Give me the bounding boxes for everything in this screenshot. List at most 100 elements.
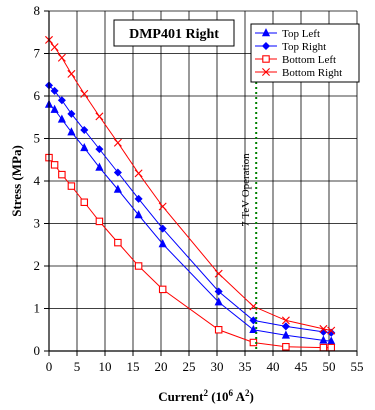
data-point (57, 114, 66, 123)
x-tick-label: 50 (323, 359, 336, 374)
x-tick-label: 5 (74, 359, 81, 374)
data-point (214, 325, 223, 334)
x-tick-label: 40 (267, 359, 280, 374)
legend-entry: Bottom Left (255, 54, 336, 66)
data-point (158, 224, 167, 233)
legend-entry: Bottom Right (255, 67, 342, 79)
x-tick-label: 10 (99, 359, 112, 374)
y-tick-label: 6 (34, 88, 41, 103)
chart-title-box (113, 19, 235, 47)
y-tick-label: 7 (34, 46, 41, 61)
operation-label: 7 TeV Operation (240, 153, 252, 227)
x-axis-title-sup3: 2 (245, 388, 250, 398)
x-tick-label: 25 (183, 359, 196, 374)
x-tick-label: 30 (211, 359, 224, 374)
data-point (249, 316, 258, 325)
x-tick-label: 20 (155, 359, 168, 374)
x-axis-title-sup1: 2 (203, 388, 208, 398)
legend-marker (261, 41, 271, 51)
data-point (327, 326, 336, 335)
data-point (57, 53, 66, 62)
data-point (80, 89, 89, 98)
x-tick-label: 45 (295, 359, 308, 374)
data-point (214, 269, 223, 278)
data-point (214, 297, 223, 306)
series-top-right (44, 81, 336, 337)
data-point (95, 145, 104, 154)
x-tick-label: 55 (351, 359, 364, 374)
data-point (58, 170, 66, 179)
legend-marker (261, 28, 271, 37)
data-point (134, 194, 143, 203)
data-point (67, 69, 76, 78)
data-point (282, 342, 290, 351)
data-point (113, 138, 122, 147)
data-point (50, 161, 59, 169)
data-point (80, 125, 89, 135)
series-bottom-left (45, 153, 335, 352)
x-tick-label: 35 (239, 359, 252, 374)
legend-marker (262, 55, 270, 63)
data-point (134, 210, 143, 219)
series-bottom-right (45, 35, 336, 335)
data-point (57, 96, 66, 105)
y-tick-label: 1 (34, 301, 41, 316)
data-point (319, 324, 328, 333)
data-point (281, 322, 290, 331)
data-point (67, 127, 76, 136)
x-tick-label: 0 (46, 359, 53, 374)
x-axis-title: Current2 (106 A2) (158, 388, 254, 404)
data-point (50, 86, 59, 95)
data-point (67, 182, 76, 190)
data-point (281, 330, 290, 339)
legend-label: Bottom Right (282, 67, 342, 79)
data-point (249, 324, 258, 334)
x-tick-label: 15 (127, 359, 140, 374)
data-point (50, 104, 59, 113)
series-layer (44, 35, 336, 352)
y-tick-label: 3 (34, 216, 41, 231)
data-point (95, 217, 104, 226)
y-tick-label: 2 (34, 258, 41, 273)
data-point (80, 142, 89, 152)
series-line (48, 39, 332, 332)
x-axis-title-end: ) (249, 389, 253, 404)
annotation-layer: 7 TeV Operation (240, 77, 258, 351)
data-point (327, 328, 336, 337)
y-tick-label: 5 (34, 131, 41, 146)
chart-title: DMP401 Right (129, 27, 219, 42)
data-point (281, 316, 290, 325)
legend-marker (262, 68, 270, 76)
y-tick-label: 0 (34, 343, 41, 358)
y-axis-title: Stress (MPa) (9, 145, 24, 217)
data-point (114, 238, 122, 247)
data-point (50, 43, 59, 52)
legend-entry: Top Right (255, 41, 326, 53)
data-point (134, 169, 143, 178)
legend-entry: Top Left (255, 28, 320, 40)
data-point (113, 184, 122, 193)
legend-label: Bottom Left (282, 54, 336, 66)
x-axis-title-mid: (10 (208, 389, 229, 404)
data-point (214, 287, 223, 296)
data-point (67, 109, 76, 118)
data-point (158, 285, 167, 294)
data-point (327, 343, 335, 352)
data-point (134, 262, 143, 270)
y-tick-label: 8 (34, 3, 41, 18)
x-axis-title-tail: A (233, 389, 246, 404)
legend-label: Top Right (282, 41, 326, 53)
data-point (158, 202, 167, 211)
data-point (80, 198, 89, 207)
data-point (95, 112, 104, 121)
data-point (319, 335, 328, 344)
x-axis-title-main: Current (158, 389, 204, 404)
data-point (113, 168, 122, 177)
data-point (95, 162, 104, 171)
y-tick-label: 4 (34, 173, 41, 188)
legend-label: Top Left (282, 28, 320, 40)
data-point (158, 239, 167, 248)
